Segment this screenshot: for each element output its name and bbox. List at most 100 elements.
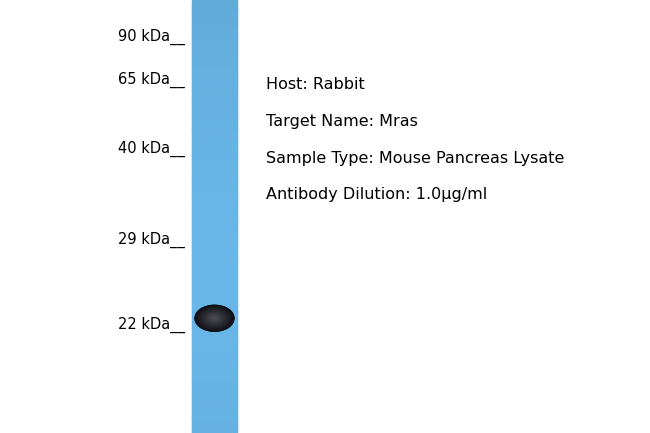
Bar (192, 99, 237, 103)
Bar (192, 283, 237, 287)
Ellipse shape (207, 313, 222, 323)
Bar (192, 216, 237, 220)
Bar (192, 160, 237, 163)
Bar (192, 305, 237, 308)
Bar (192, 71, 237, 74)
Bar (192, 357, 237, 360)
Bar (192, 391, 237, 395)
Ellipse shape (209, 314, 220, 322)
Bar (192, 333, 237, 336)
Text: 22 kDa__: 22 kDa__ (118, 317, 185, 333)
Ellipse shape (211, 316, 217, 320)
Bar (192, 194, 237, 198)
Bar (192, 350, 237, 354)
Bar (192, 381, 237, 384)
Text: Host: Rabbit: Host: Rabbit (266, 77, 365, 92)
Bar (192, 171, 237, 174)
Bar (192, 58, 237, 61)
Bar (192, 318, 237, 321)
Ellipse shape (205, 312, 224, 325)
Bar (192, 153, 237, 157)
Bar (192, 387, 237, 391)
Bar (192, 17, 237, 20)
Bar (192, 368, 237, 371)
Bar (192, 303, 237, 306)
Bar (192, 41, 237, 44)
Bar (192, 201, 237, 204)
Bar (192, 292, 237, 295)
Bar (192, 138, 237, 142)
Bar (192, 307, 237, 310)
Bar (192, 407, 237, 410)
Ellipse shape (204, 311, 225, 325)
Bar (192, 342, 237, 345)
Bar (192, 184, 237, 187)
Ellipse shape (208, 314, 221, 322)
Ellipse shape (212, 317, 217, 320)
Bar (192, 134, 237, 137)
Bar (192, 186, 237, 189)
Ellipse shape (202, 309, 228, 327)
Ellipse shape (199, 308, 230, 328)
Bar (192, 246, 237, 250)
Bar (192, 326, 237, 330)
Bar (192, 28, 237, 31)
Ellipse shape (200, 309, 229, 327)
Ellipse shape (198, 307, 231, 330)
Bar (192, 355, 237, 358)
Bar (192, 335, 237, 339)
Bar (192, 400, 237, 404)
Ellipse shape (202, 310, 228, 327)
Bar (192, 229, 237, 233)
Bar (192, 337, 237, 341)
Ellipse shape (213, 318, 216, 319)
Ellipse shape (209, 315, 220, 322)
Bar (192, 361, 237, 365)
Bar (192, 36, 237, 40)
Bar (192, 6, 237, 10)
Bar (192, 309, 237, 313)
Bar (192, 88, 237, 92)
Bar (192, 365, 237, 369)
Bar (192, 214, 237, 217)
Bar (192, 110, 237, 113)
Bar (192, 0, 237, 3)
Bar (192, 394, 237, 397)
Bar (192, 233, 237, 237)
Bar (192, 108, 237, 111)
Bar (192, 220, 237, 224)
Bar (192, 320, 237, 323)
Bar (192, 65, 237, 68)
Ellipse shape (211, 316, 218, 321)
Bar (192, 78, 237, 81)
Bar (192, 168, 237, 172)
Bar (192, 26, 237, 29)
Bar (192, 15, 237, 18)
Ellipse shape (203, 311, 226, 326)
Bar (192, 238, 237, 241)
Bar (192, 54, 237, 57)
Bar (192, 266, 237, 269)
Text: Sample Type: Mouse Pancreas Lysate: Sample Type: Mouse Pancreas Lysate (266, 151, 565, 165)
Text: 40 kDa__: 40 kDa__ (118, 141, 185, 158)
Bar (192, 116, 237, 120)
Bar (192, 352, 237, 356)
Bar (192, 114, 237, 118)
Ellipse shape (203, 310, 226, 326)
Bar (192, 175, 237, 178)
Bar (192, 227, 237, 230)
Bar (192, 95, 237, 98)
Bar (192, 244, 237, 248)
Bar (192, 162, 237, 165)
Bar (192, 142, 237, 146)
Ellipse shape (200, 308, 229, 328)
Text: 65 kDa__: 65 kDa__ (118, 72, 185, 88)
Bar (192, 112, 237, 116)
Bar (192, 73, 237, 77)
Ellipse shape (207, 313, 221, 323)
Ellipse shape (206, 313, 223, 324)
Bar (192, 97, 237, 100)
Bar (192, 236, 237, 239)
Ellipse shape (205, 313, 224, 324)
Bar (192, 119, 237, 122)
